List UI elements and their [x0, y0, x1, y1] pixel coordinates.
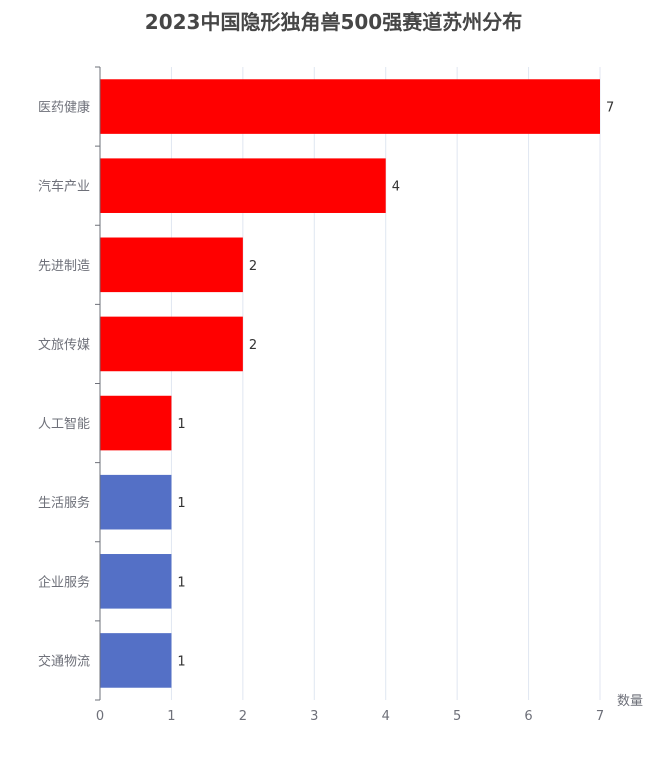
bar	[100, 633, 172, 688]
data-label: 1	[177, 575, 185, 590]
chart-title: 2023中国隐形独角兽500强赛道苏州分布	[144, 10, 523, 34]
x-tick-label: 3	[310, 709, 318, 724]
bar	[100, 237, 243, 293]
bar	[100, 158, 386, 213]
x-tick-label: 4	[382, 709, 390, 724]
data-label: 1	[177, 496, 185, 511]
data-label: 1	[177, 417, 185, 432]
bar	[100, 474, 172, 530]
bars	[100, 79, 600, 688]
x-tick-label: 0	[96, 709, 104, 724]
x-tick-label: 1	[167, 709, 175, 724]
bar	[100, 554, 172, 609]
x-tick-label: 7	[596, 709, 604, 724]
data-label: 2	[249, 259, 257, 274]
y-category-label: 企业服务	[38, 574, 90, 590]
x-tick-label: 5	[453, 709, 461, 724]
y-category-label: 医药健康	[38, 100, 90, 116]
y-category-label: 汽车产业	[38, 179, 90, 195]
y-category-label: 生活服务	[38, 495, 90, 511]
data-labels: 7 4 2 2 1 1 1 1	[177, 101, 614, 670]
bar	[100, 395, 172, 451]
data-label: 1	[177, 654, 185, 669]
y-category-label: 先进制造	[38, 259, 90, 274]
x-axis-title: 数量	[617, 694, 643, 709]
data-label: 2	[249, 338, 257, 353]
y-category-label: 文旅传媒	[38, 338, 90, 353]
bar	[100, 316, 243, 372]
x-tick-label: 2	[239, 709, 247, 724]
data-label: 7	[606, 101, 614, 116]
x-tick-label: 6	[524, 709, 532, 724]
data-label: 4	[392, 180, 400, 195]
bar	[100, 79, 600, 134]
y-category-label: 人工智能	[38, 417, 90, 432]
y-category-label: 交通物流	[38, 653, 90, 669]
